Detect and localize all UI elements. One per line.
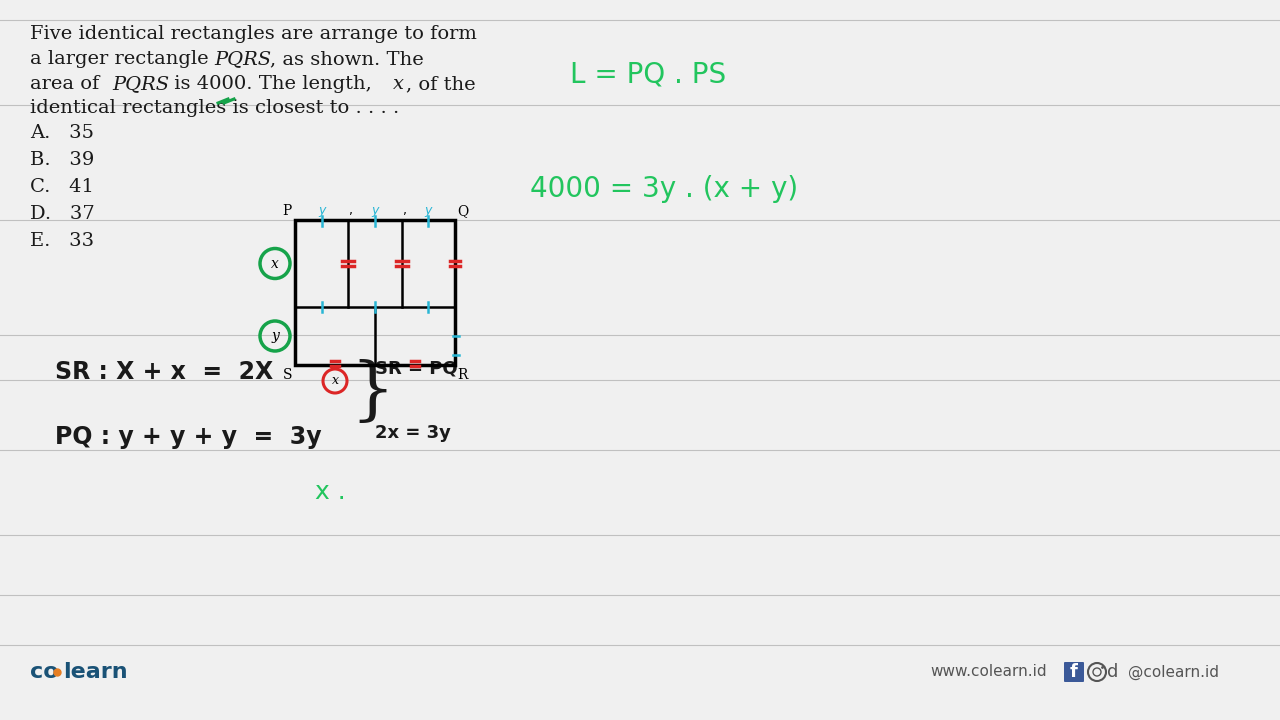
Text: PQRS: PQRS [113, 75, 169, 93]
Text: PQ : y + y + y  =  3y: PQ : y + y + y = 3y [55, 425, 321, 449]
Text: x: x [332, 374, 338, 387]
Text: area of: area of [29, 75, 105, 93]
Text: C.   41: C. 41 [29, 178, 93, 196]
Text: Five identical rectangles are arrange to form: Five identical rectangles are arrange to… [29, 25, 477, 43]
FancyBboxPatch shape [1064, 662, 1084, 682]
Text: ,: , [403, 204, 407, 217]
Text: P: P [283, 204, 292, 218]
Text: a larger rectangle: a larger rectangle [29, 50, 215, 68]
Text: 4000 = 3y . (x + y): 4000 = 3y . (x + y) [530, 175, 799, 203]
Text: B.   39: B. 39 [29, 151, 95, 169]
Text: @colearn.id: @colearn.id [1128, 665, 1219, 680]
Text: co: co [29, 662, 59, 682]
Text: A.   35: A. 35 [29, 124, 93, 142]
Text: y: y [317, 204, 325, 217]
Text: , as shown. The: , as shown. The [270, 50, 424, 68]
Text: x: x [271, 256, 279, 271]
Text: }: } [349, 360, 394, 426]
Text: www.colearn.id: www.colearn.id [931, 665, 1047, 680]
Text: x: x [393, 75, 404, 93]
Text: PQRS: PQRS [214, 50, 271, 68]
Text: L = PQ . PS: L = PQ . PS [570, 60, 726, 88]
Text: d: d [1107, 663, 1119, 681]
Text: Q: Q [457, 204, 468, 218]
Text: learn: learn [63, 662, 128, 682]
Text: D.   37: D. 37 [29, 205, 95, 223]
Text: SR = PQ: SR = PQ [375, 360, 458, 378]
Text: y: y [271, 329, 279, 343]
Text: identical rectangles is closest to . . . .: identical rectangles is closest to . . .… [29, 99, 399, 117]
Text: y: y [371, 204, 379, 217]
Text: x .: x . [315, 480, 346, 504]
Text: y: y [425, 204, 433, 217]
Text: E.   33: E. 33 [29, 232, 95, 250]
Text: f: f [1070, 663, 1078, 681]
Text: , of the: , of the [406, 75, 476, 93]
Text: S: S [283, 368, 292, 382]
Text: ,: , [349, 204, 353, 217]
Text: 2x = 3y: 2x = 3y [375, 424, 451, 442]
Text: R: R [457, 368, 467, 382]
Text: SR : X + x  =  2X: SR : X + x = 2X [55, 360, 273, 384]
Text: is 4000. The length,: is 4000. The length, [168, 75, 378, 93]
